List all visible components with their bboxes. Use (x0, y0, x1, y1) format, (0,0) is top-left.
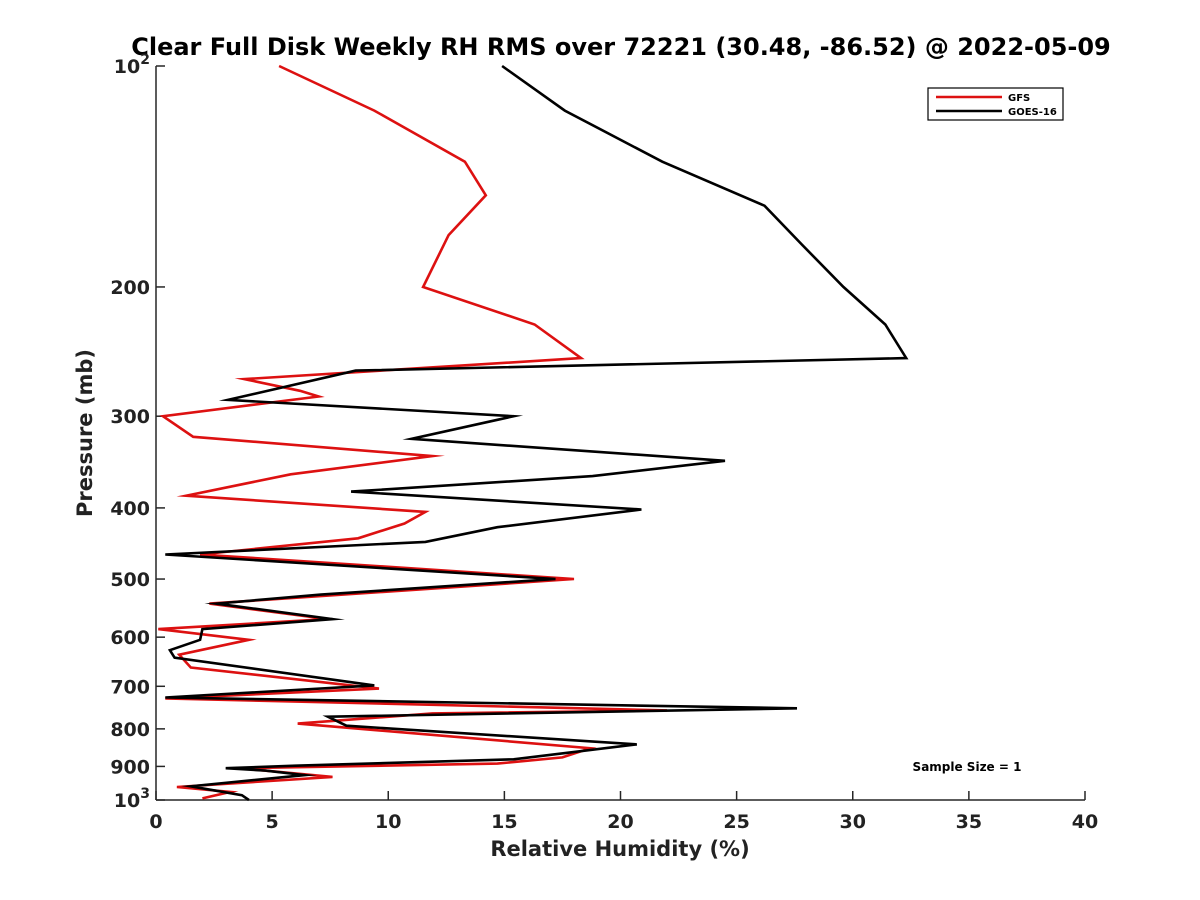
y-tick-label: 900 (110, 756, 150, 778)
x-tick-label: 0 (149, 811, 162, 833)
sample-size-annotation: Sample Size = 1 (913, 760, 1022, 774)
y-tick-label: 103 (114, 786, 150, 812)
axes: 0 5 10 15 20 25 30 35 40 102 200 300 400 500 600 700 800… (110, 52, 1098, 833)
y-tick-label: 102 (114, 52, 150, 78)
chart-title: Clear Full Disk Weekly RH RMS over 72221… (131, 33, 1111, 61)
y-tick-label: 400 (110, 498, 150, 520)
x-tick-label: 30 (840, 811, 866, 833)
x-tick-label: 40 (1072, 811, 1098, 833)
x-tick-label: 10 (375, 811, 401, 833)
x-tick-label: 25 (723, 811, 749, 833)
x-tick-label: 20 (607, 811, 633, 833)
data-series (158, 64, 909, 802)
y-tick-label: 300 (110, 406, 150, 428)
series-line-goes-16 (165, 64, 909, 802)
y-tick-label: 200 (110, 277, 150, 299)
y-axis-label: Pressure (mb) (73, 349, 97, 517)
legend: GFS GOES-16 (927, 87, 1064, 121)
x-axis-label: Relative Humidity (%) (490, 837, 749, 861)
x-tick-label: 5 (266, 811, 279, 833)
legend-label: GFS (1008, 93, 1030, 104)
series-line-gfs (158, 64, 668, 800)
legend-box (927, 87, 1064, 121)
y-tick-label: 500 (110, 569, 150, 591)
y-tick-label: 600 (110, 627, 150, 649)
legend-label: GOES-16 (1008, 107, 1057, 118)
x-tick-label: 35 (956, 811, 982, 833)
x-tick-label: 15 (491, 811, 517, 833)
y-tick-label: 700 (110, 676, 150, 698)
y-tick-label: 800 (110, 719, 150, 741)
